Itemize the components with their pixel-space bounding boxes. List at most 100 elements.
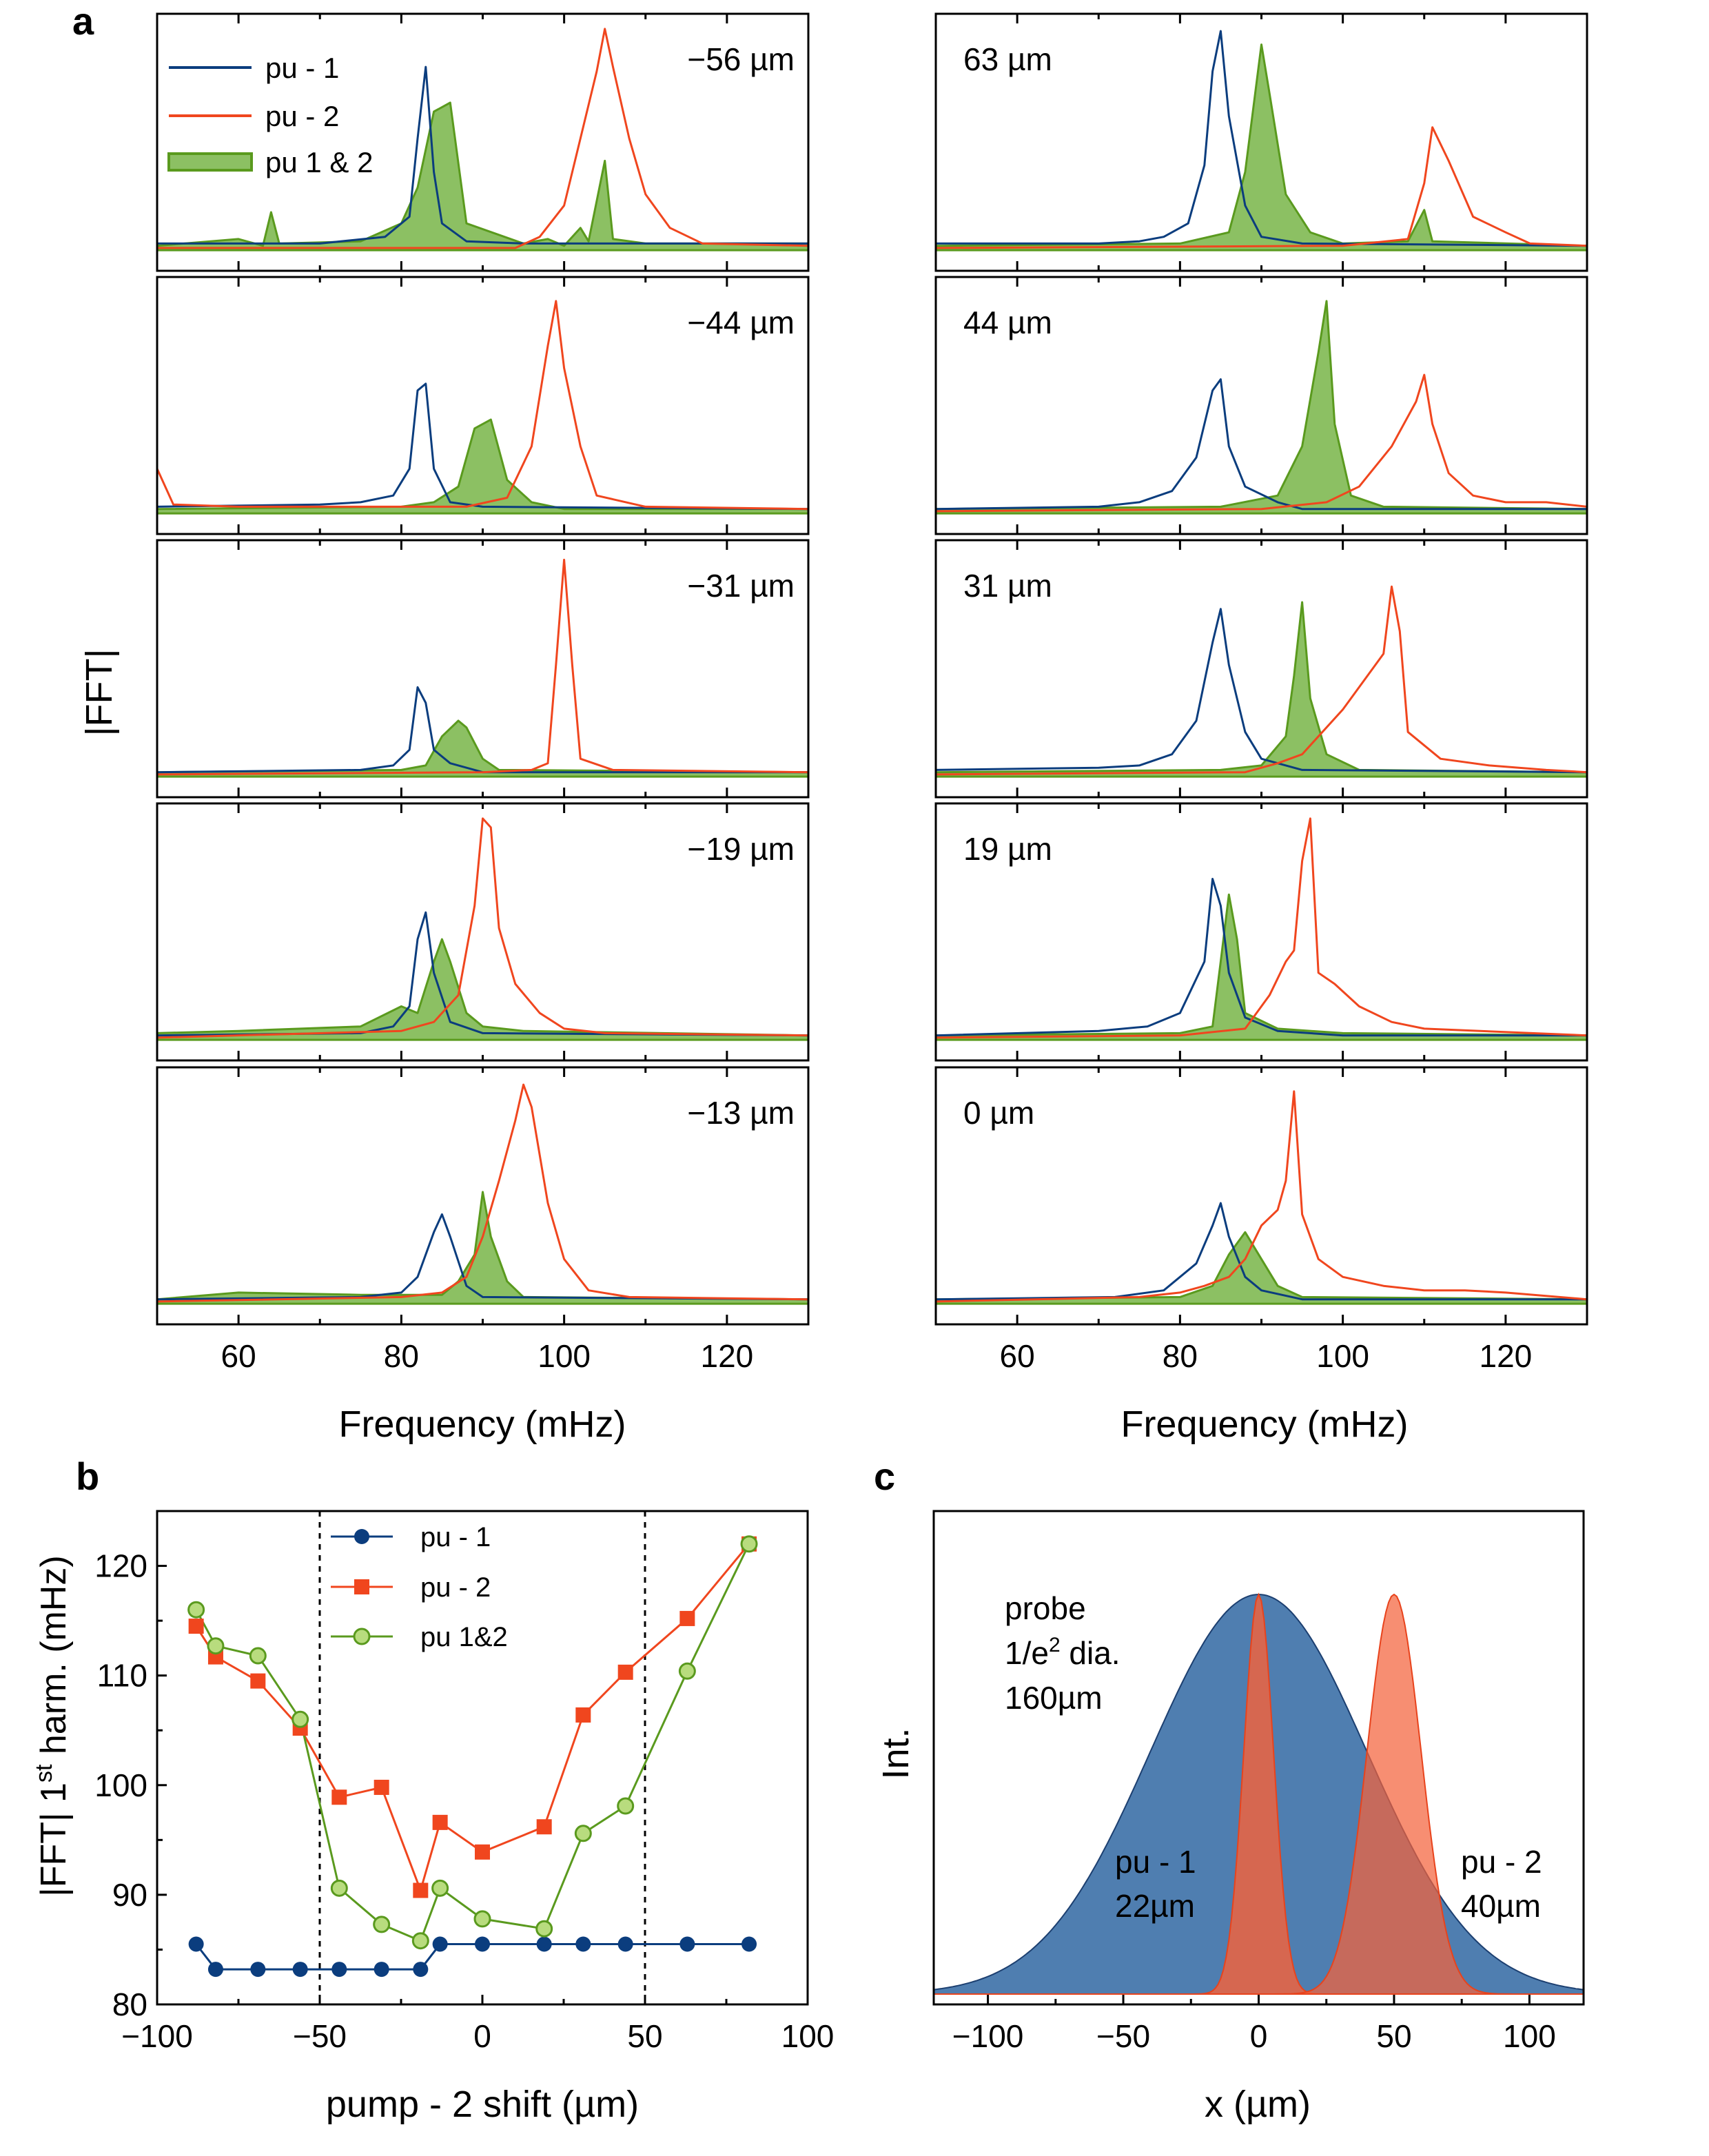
data-point [536,1819,552,1835]
series-pu1-line [156,911,809,1037]
x-tick-label: 60 [221,1338,256,1374]
legend-b-pu1-marker [354,1529,369,1544]
panel-c-plot: −100 −50 0 50 100 [932,1510,1585,2054]
data-point [373,1962,389,1978]
series-pu1-line [935,378,1587,511]
x-tick-label: 50 [1376,2018,1411,2054]
data-point [331,1789,347,1805]
data-point [432,1814,448,1830]
series-pu12-area [156,1191,810,1305]
x-tick-label: 100 [538,1338,591,1374]
x-tick-label: 0 [1250,2018,1268,2054]
x-tick-label: −50 [293,2018,347,2054]
data-point [373,1916,391,1933]
legend-b-pu1-label: pu - 1 [420,1522,491,1552]
spectrum-offset-label: −56 µm [687,41,795,77]
data-point [188,1936,204,1952]
y-tick-label: 110 [97,1658,147,1694]
series-pu2-line [156,1083,809,1303]
series-pu1-line [157,65,808,245]
series-line [195,1943,749,1971]
series-pu1-line [935,608,1588,774]
data-point [574,1825,592,1842]
y-tick-label: 100 [94,1767,147,1803]
data-point [292,1962,308,1978]
spectrum-offset-label: −13 µm [687,1095,795,1131]
data-point [373,1779,389,1795]
x-tick-label: 120 [701,1338,754,1374]
series-pu12-area [156,719,810,778]
pu1-annotation-line1: pu - 1 [1115,1844,1196,1880]
beam-profile-2 [934,1593,1584,1995]
series-pu2-line [156,558,809,776]
series-pu1-line [936,30,1588,247]
data-point [679,1610,695,1626]
x-tick-label: 80 [1163,1338,1198,1374]
y-tick-label: 120 [94,1548,147,1584]
data-point [678,1662,696,1680]
data-point [475,1844,490,1860]
spectrum-panel: −19 µm [156,802,810,1062]
series-pu12-area [934,1231,1588,1305]
spectrum-panel: −44 µm [156,276,810,535]
series-pu12-area [934,893,1588,1041]
series-line [195,1543,750,1942]
panel-c-ylabel: Int. [875,1727,917,1779]
spectrum-offset-label: 44 µm [963,305,1052,340]
series-pu1-line [156,1213,809,1301]
panel-a-xlabel-left: Frequency (mHz) [338,1404,626,1445]
y-tick-label: 80 [112,1986,147,2022]
spectrum-panel: 0 µm 60 80 100 120 [934,1066,1588,1374]
series-pu2-line [935,373,1588,513]
series-pu12-area [934,601,1588,778]
spectrum-offset-label: −19 µm [687,831,795,867]
x-tick-label: 100 [781,2018,835,2054]
data-point [432,1936,448,1952]
data-point [535,1920,553,1938]
spectrum-panel: 31 µm [934,539,1588,799]
x-tick-label: 120 [1480,1338,1533,1374]
data-point [617,1664,633,1680]
panel-c-letter: c [874,1455,895,1498]
x-tick-label: 60 [1000,1338,1035,1374]
spectrum-offset-label: −31 µm [687,568,795,604]
legend-b-pu2-label: pu - 2 [420,1572,491,1603]
legend-pu12-swatch [167,152,253,172]
y-tick-label: 90 [112,1877,147,1913]
probe-annotation-line2: 1/e2 dia. [1005,1634,1120,1671]
data-point [413,1962,429,1978]
series-pu2-line [935,126,1588,249]
data-point [250,1673,266,1689]
data-point [330,1879,348,1897]
pu2-annotation-line1: pu - 2 [1461,1844,1542,1880]
legend-b-pu12-marker [353,1628,371,1645]
pu1-annotation-line2: 22µm [1115,1888,1195,1924]
spectrum-panel: −31 µm [156,539,810,799]
spectrum-offset-label: 31 µm [963,568,1052,604]
series-pu12-area [156,938,810,1041]
data-point [207,1962,223,1978]
spectrum-panel: 44 µm [934,276,1588,535]
panel-c-annotations: probe 1/e2 dia. 160µm pu - 1 22µm pu - 2… [1005,1590,1542,1924]
series-pu12-area [156,101,810,251]
x-tick-label: −50 [1096,2018,1150,2054]
data-point [617,1936,633,1952]
x-tick-label: −100 [952,2018,1024,2054]
series-pu1-line [156,382,809,511]
legend-b-pu2-marker [354,1579,369,1594]
series-pu1-line [156,686,808,774]
panel-a-letter: a [72,0,94,43]
data-point [291,1710,309,1728]
probe-annotation-line3: 160µm [1005,1680,1103,1716]
x-tick-label: 50 [627,2018,662,2054]
series-pu1-line [935,1202,1587,1301]
data-point [617,1797,635,1815]
data-point [741,1936,757,1952]
data-point [536,1936,552,1952]
spectrum-panel: 19 µm [934,802,1588,1062]
data-point [740,1535,758,1553]
data-point [575,1936,591,1952]
series-pu2-line [935,1090,1588,1303]
x-tick-label: 80 [384,1338,419,1374]
